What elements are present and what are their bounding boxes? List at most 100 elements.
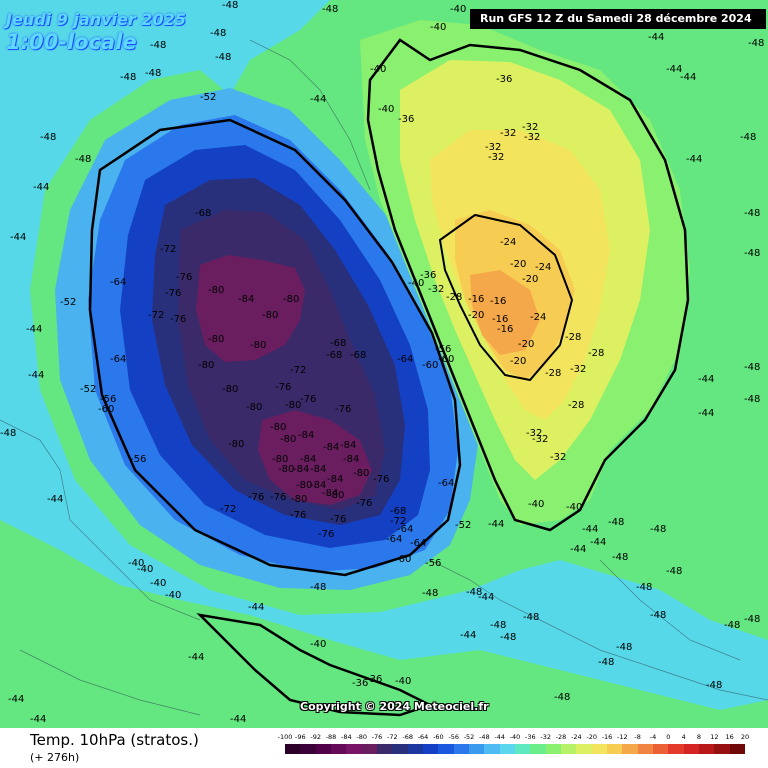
isotherm-label: -48 (222, 0, 238, 11)
isotherm-label: -40 (150, 578, 166, 589)
legend-swatch (576, 744, 593, 754)
legend-tick-label: -52 (463, 733, 475, 741)
legend-tick-label: -20 (586, 733, 597, 741)
isotherm-label: -48 (608, 517, 624, 528)
isotherm-label: -64 (397, 354, 413, 365)
isotherm-label: -44 (666, 64, 682, 75)
isotherm-label: -48 (145, 68, 161, 79)
isotherm-label: -64 (110, 277, 126, 288)
isotherm-label: -44 (10, 232, 26, 243)
legend-swatch (285, 744, 301, 754)
isotherm-label: -48 (75, 154, 91, 165)
isotherm-label: -36 (352, 678, 368, 689)
isotherm-label: -48 (500, 632, 516, 643)
isotherm-label: -80 (280, 434, 296, 445)
isotherm-label: -24 (535, 262, 551, 273)
isotherm-label: -84 (310, 464, 326, 475)
legend-tick-label: -88 (325, 733, 337, 741)
legend-tick-label: 12 (710, 733, 719, 741)
isotherm-label: -32 (522, 122, 538, 133)
isotherm-label: -80 (262, 310, 278, 321)
isotherm-label: -44 (478, 592, 494, 603)
isotherm-label: -76 (170, 314, 186, 325)
legend-swatch (453, 744, 470, 754)
isotherm-label: -68 (330, 338, 346, 349)
isotherm-label: -32 (570, 364, 586, 375)
isotherm-label: -52 (455, 520, 471, 531)
legend-swatch (714, 744, 731, 754)
isotherm-label: -48 (744, 614, 760, 625)
temperature-map-canvas: -48 -48 -44 -44 -48 -44 -52 -52 -52 -56 … (0, 0, 768, 728)
isotherm-label: -32 (524, 132, 540, 143)
isotherm-label: -60 (422, 360, 438, 371)
isotherm-label: -84 (322, 488, 338, 499)
isotherm-label: -68 (326, 350, 342, 361)
isotherm-label: -48 (466, 587, 482, 598)
legend-tick-label: 4 (681, 733, 686, 741)
isotherm-label: -44 (28, 370, 44, 381)
legend-swatch (622, 744, 639, 754)
isotherm-label: -80 (296, 480, 312, 491)
isotherm-label: -40 (395, 676, 411, 687)
isotherm-label: -16 (490, 296, 506, 307)
isotherm-label: -48 (744, 248, 760, 259)
isotherm-label: -24 (530, 312, 546, 323)
legend-swatch (346, 744, 363, 754)
isotherm-label: -44 (698, 408, 714, 419)
isotherm-label: -32 (532, 434, 548, 445)
isotherm-label: -48 (215, 52, 231, 63)
isotherm-label: -80 (250, 340, 266, 351)
isotherm-label: -32 (526, 428, 542, 439)
legend-tick-label: -100 (277, 733, 293, 741)
legend-tick-label: 16 (725, 733, 734, 741)
isotherm-line-warm-core (438, 213, 574, 382)
cold-core-minus-80-south (258, 410, 372, 505)
isotherm-label: -76 (373, 474, 389, 485)
isotherm-label: -28 (565, 332, 581, 343)
forecast-time: 1:00-locale (6, 30, 137, 54)
isotherm-label: -40 (408, 278, 424, 289)
isotherm-label: -48 (744, 394, 760, 405)
cold-core-minus-80-west (196, 255, 305, 362)
isotherm-label: -44 (570, 544, 586, 555)
isotherm-label: -76 (275, 382, 291, 393)
isotherm-label: -72 (390, 516, 406, 527)
isotherm-label: -28 (545, 368, 561, 379)
isotherm-label: -44 (188, 652, 204, 663)
legend-swatch (469, 744, 485, 754)
coastlines (0, 39, 768, 716)
isotherm-label: -84 (340, 440, 356, 451)
isotherm-label: -80 (291, 494, 307, 505)
isotherm-label: -52 (60, 297, 76, 308)
isotherm-label: -56 (130, 454, 146, 465)
legend-swatch (683, 744, 700, 754)
isotherm-label: -48 (0, 428, 16, 439)
copyright-notice: Copyright © 2024 Meteociel.fr (300, 700, 489, 713)
isotherm-label: -48 (612, 552, 628, 563)
footer-bar: Temp. 10hPa (stratos.) (+ 276h) -100 -96-… (0, 728, 768, 768)
legend-tick-label: 0 (666, 733, 671, 741)
isotherm-label: -48 (666, 566, 682, 577)
isotherm-label: -68 (195, 208, 211, 219)
legend-tick-label: 8 (696, 733, 702, 741)
isotherm-label: -76 (290, 510, 306, 521)
legend-tick-label: -48 (479, 733, 490, 741)
isotherm-line-warm (366, 38, 690, 532)
isotherm-label: -40 (370, 64, 386, 75)
isotherm-label: -76 (356, 498, 372, 509)
legend-tick-label: -32 (540, 733, 551, 741)
isotherm-label: -64 (110, 354, 126, 365)
isotherm-line-southwest (196, 613, 434, 717)
isotherm-line-cold (88, 118, 462, 577)
isotherm-label: -80 (228, 439, 244, 450)
isotherm-label: -84 (238, 294, 254, 305)
isotherm-label: -36 (366, 674, 382, 685)
isotherm-label: -36 (420, 270, 436, 281)
isotherm-label: -44 (33, 182, 49, 193)
isotherm-label: -48 (150, 40, 166, 51)
isotherm-label: -16 (492, 314, 508, 325)
isotherm-label: -44 (460, 630, 476, 641)
isotherm-label: -76 (300, 394, 316, 405)
legend-tick-label: -4 (649, 733, 657, 741)
isotherm-label: -76 (176, 272, 192, 283)
